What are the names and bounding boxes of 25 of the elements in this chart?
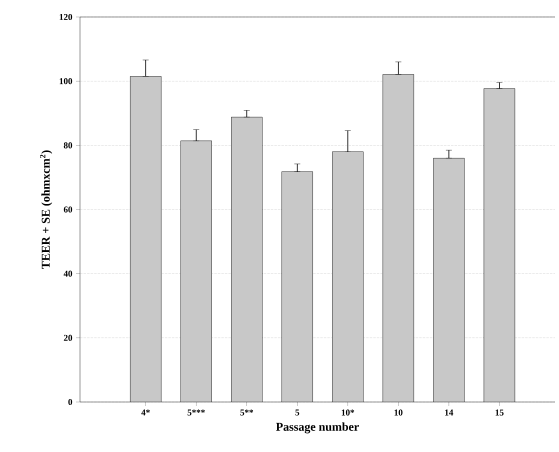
- bar: [484, 88, 516, 402]
- x-tick-label: 10*: [342, 410, 354, 416]
- bar: [180, 140, 212, 402]
- y-tick-label: 40: [64, 270, 72, 277]
- y-tick-label: 60: [64, 206, 72, 213]
- bar: [282, 172, 313, 402]
- x-tick-label: 5***: [188, 410, 205, 416]
- y-tick-label: 20: [64, 334, 72, 341]
- x-tick-label: 15: [496, 410, 504, 416]
- x-tick-label: 4*: [141, 410, 150, 416]
- y-axis-title: TEER + SE (ohmxcm$^{2}$): [40, 150, 52, 269]
- bar: [130, 76, 162, 402]
- bar: [231, 117, 262, 402]
- x-tick-label: 5: [295, 410, 300, 416]
- x-tick-label: 5**: [240, 410, 254, 416]
- x-axis-title: Passage number: [276, 422, 359, 434]
- y-tick-label: 0: [68, 398, 72, 406]
- x-tick-label: 10: [394, 410, 402, 416]
- bar: [382, 74, 414, 402]
- x-tick-label: 14: [445, 410, 454, 416]
- bar: [332, 152, 364, 402]
- y-tick-label: 100: [60, 78, 72, 84]
- y-tick-label: 120: [60, 14, 72, 20]
- bar: [433, 158, 464, 402]
- y-tick-label: 80: [64, 142, 72, 148]
